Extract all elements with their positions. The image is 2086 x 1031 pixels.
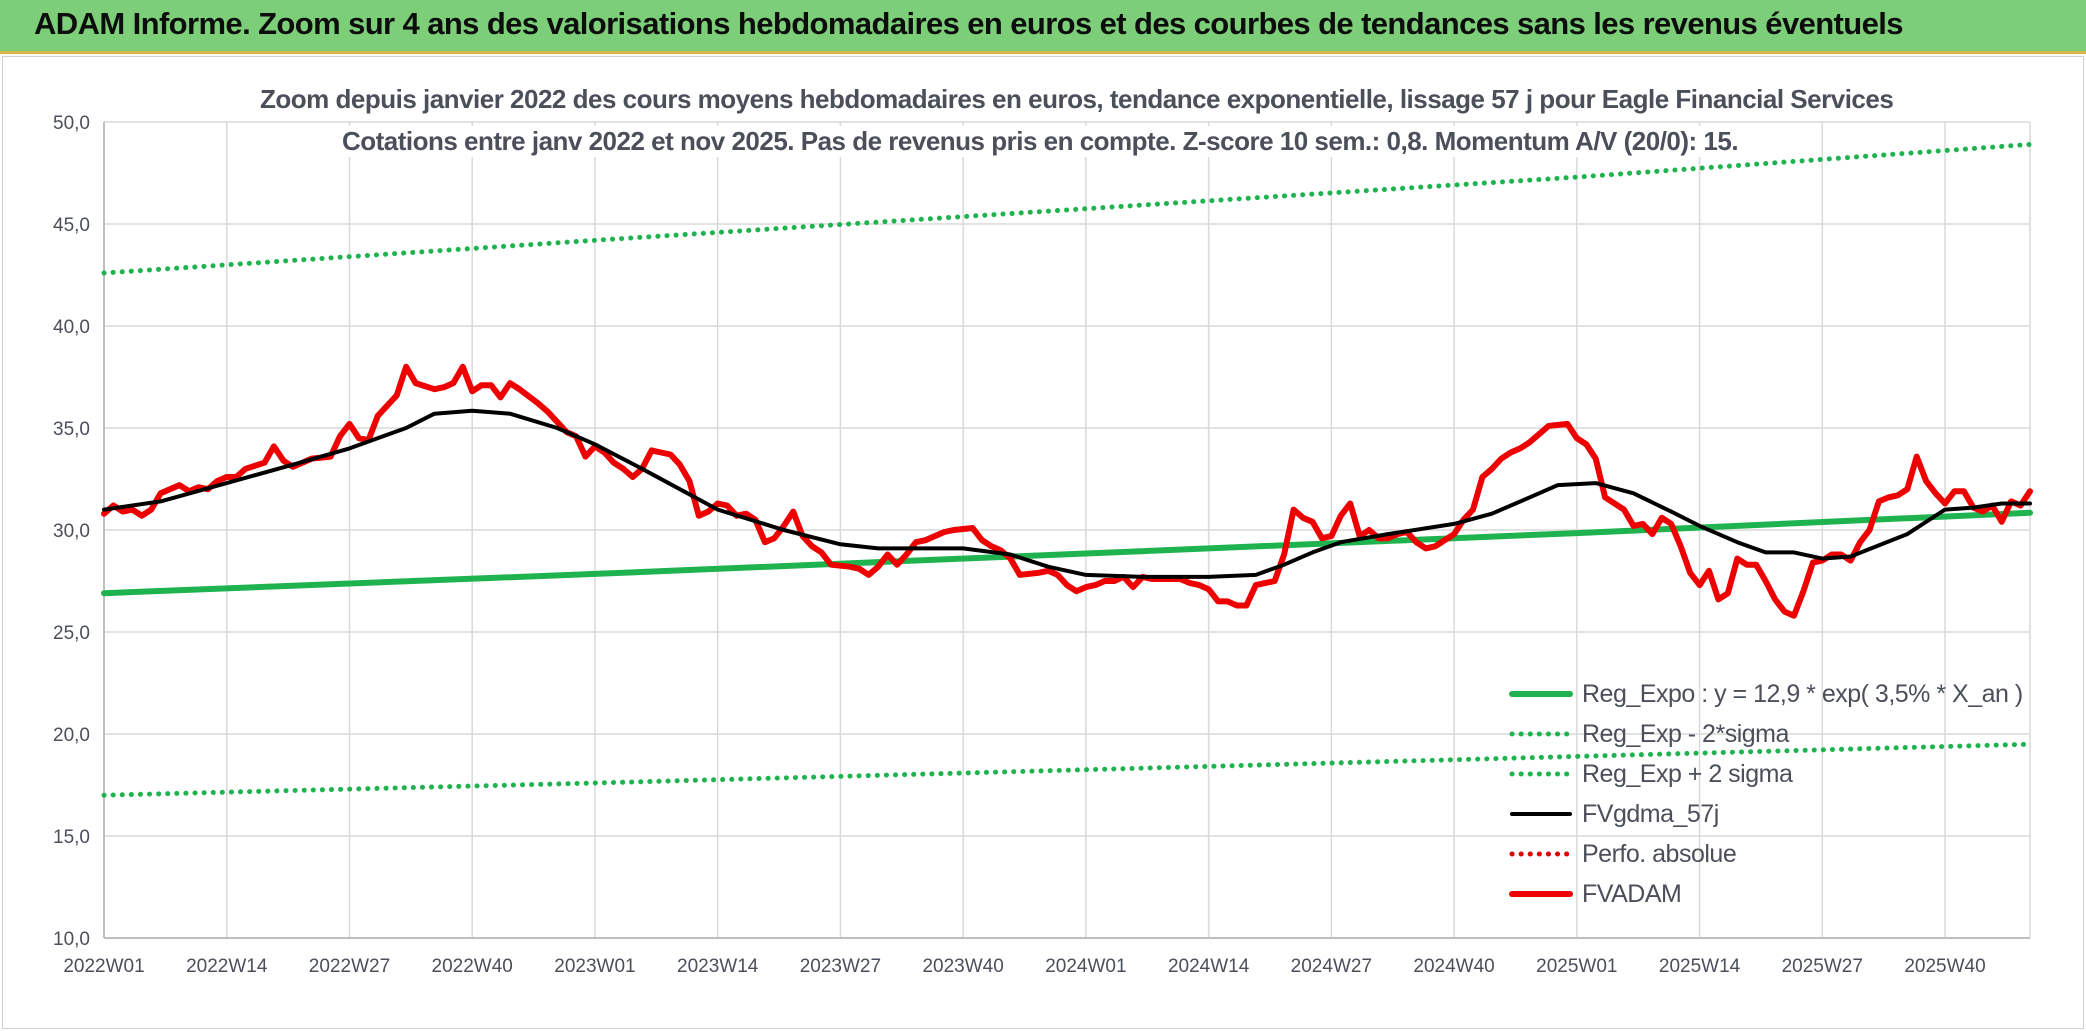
legend-item: Reg_Exp - 2*sigma bbox=[1508, 714, 1888, 754]
x-tick-label: 2025W40 bbox=[1904, 956, 1985, 977]
x-tick-label: 2025W14 bbox=[1659, 956, 1741, 977]
legend-swatch bbox=[1509, 891, 1573, 897]
legend-swatch bbox=[1509, 731, 1573, 737]
legend-swatch bbox=[1509, 691, 1573, 697]
x-tick-label: 2025W01 bbox=[1536, 956, 1617, 977]
chart-legend: Reg_Expo : y = 12,9 * exp( 3,5% * X_an )… bbox=[1508, 674, 2023, 914]
series-line-fvadam bbox=[101, 363, 2033, 619]
legend-label: Reg_Expo : y = 12,9 * exp( 3,5% * X_an ) bbox=[1582, 679, 2023, 708]
x-tick-label: 2023W27 bbox=[800, 956, 881, 977]
report-banner: ADAM Informe. Zoom sur 4 ans des valoris… bbox=[0, 0, 2086, 54]
chart-subtitle: Cotations entre janv 2022 et nov 2025. P… bbox=[260, 126, 1820, 157]
y-tick-label: 20,0 bbox=[53, 725, 90, 746]
x-tick-label: 2023W01 bbox=[554, 956, 635, 977]
legend-label: FVADAM bbox=[1582, 879, 1682, 908]
x-tick-label: 2024W27 bbox=[1291, 956, 1372, 977]
legend-swatch bbox=[1509, 851, 1573, 857]
legend-label: Perfo. absolue bbox=[1582, 839, 1737, 868]
x-tick-label: 2022W27 bbox=[309, 956, 390, 977]
y-tick-label: 35,0 bbox=[53, 419, 90, 440]
legend-label: Reg_Exp + 2 sigma bbox=[1582, 759, 1793, 788]
x-tick-label: 2024W01 bbox=[1045, 956, 1126, 977]
x-tick-label: 2023W14 bbox=[677, 956, 759, 977]
legend-item: Reg_Expo : y = 12,9 * exp( 3,5% * X_an ) bbox=[1508, 674, 2023, 714]
report-title: ADAM Informe. Zoom sur 4 ans des valoris… bbox=[34, 6, 1904, 41]
legend-label: FVgdma_57j bbox=[1582, 799, 1719, 828]
y-tick-label: 25,0 bbox=[53, 623, 90, 644]
y-tick-label: 50,0 bbox=[53, 113, 90, 134]
legend-item: FVADAM bbox=[1508, 874, 1888, 914]
chart-frame bbox=[2, 56, 2084, 1029]
series-line-reg-exp-2-sigma bbox=[101, 141, 2033, 276]
y-tick-label: 30,0 bbox=[53, 521, 90, 542]
x-tick-label: 2025W27 bbox=[1782, 956, 1863, 977]
x-tick-label: 2022W01 bbox=[63, 956, 144, 977]
chart-title: Zoom depuis janvier 2022 des cours moyen… bbox=[260, 84, 1894, 115]
series-line-fvgdma-57j bbox=[102, 408, 2032, 579]
y-tick-label: 15,0 bbox=[53, 827, 90, 848]
x-tick-label: 2024W14 bbox=[1168, 956, 1250, 977]
legend-label: Reg_Exp - 2*sigma bbox=[1582, 719, 1789, 748]
series-line-reg-expo-y-12-9-exp-3-5- bbox=[101, 509, 2033, 597]
legend-item: FVgdma_57j bbox=[1508, 794, 1888, 834]
y-tick-label: 10,0 bbox=[53, 929, 90, 950]
x-tick-label: 2024W40 bbox=[1413, 956, 1494, 977]
axes: 10,0 15,0 20,0 25,0 30,0 35,0 40,0 45,0 50,0 2022… bbox=[53, 113, 2030, 977]
x-tick-label: 2022W14 bbox=[186, 956, 268, 977]
legend-swatch bbox=[1510, 812, 1572, 816]
x-tick-label: 2023W40 bbox=[922, 956, 1003, 977]
x-tick-label: 2022W40 bbox=[432, 956, 513, 977]
y-tick-label: 40,0 bbox=[53, 317, 90, 338]
legend-item: Perfo. absolue bbox=[1508, 834, 1888, 874]
y-tick-label: 45,0 bbox=[53, 215, 90, 236]
legend-item: Reg_Exp + 2 sigma bbox=[1508, 754, 1888, 794]
series-line-reg-exp-2-sigma bbox=[101, 741, 2033, 798]
series-lines bbox=[101, 141, 2033, 798]
legend-swatch bbox=[1509, 771, 1573, 777]
